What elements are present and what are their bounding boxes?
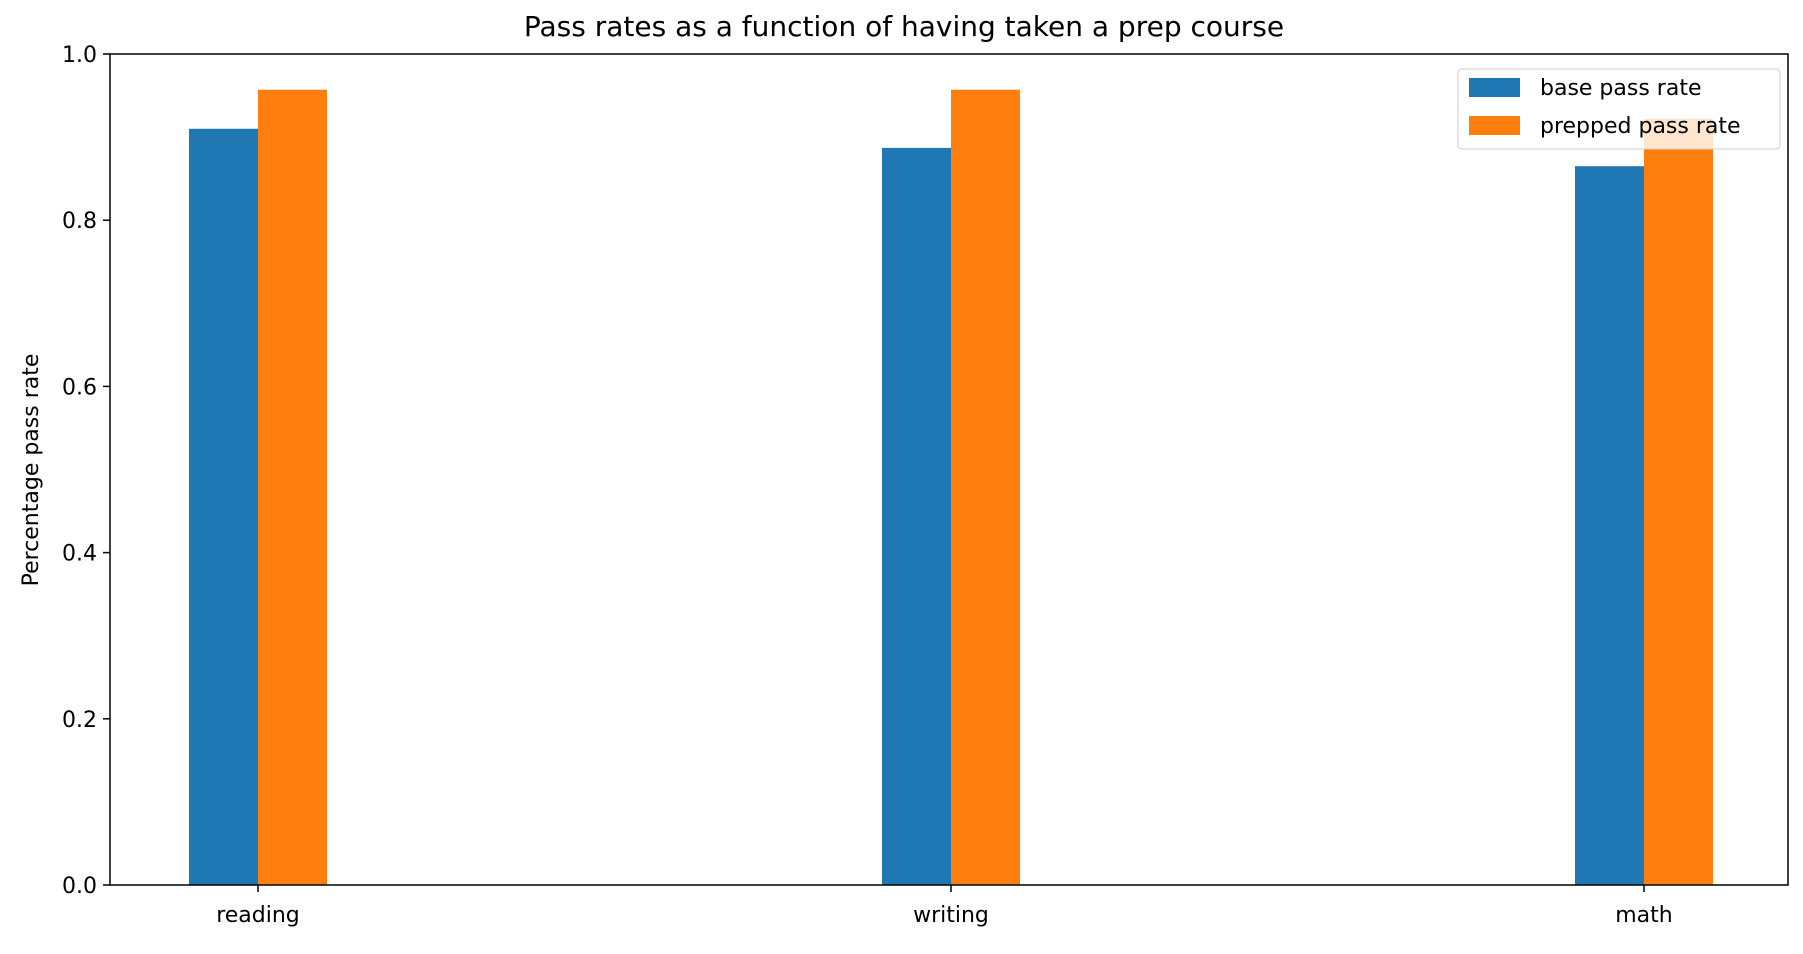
y-axis-label: Percentage pass rate — [19, 354, 44, 587]
bar-writing-base — [882, 147, 951, 885]
y-tick-label: 0.4 — [62, 542, 97, 567]
y-tick-label: 1.0 — [62, 43, 97, 68]
legend-swatch-prepped — [1469, 116, 1520, 135]
chart-title: Pass rates as a function of having taken… — [524, 10, 1284, 43]
y-tick-label: 0.0 — [62, 874, 97, 899]
y-tick-label: 0.2 — [62, 708, 97, 733]
x-tick-label-reading: reading — [216, 903, 300, 928]
legend: base pass rate prepped pass rate — [1457, 68, 1781, 150]
x-axis-ticks: reading writing math — [216, 885, 1673, 928]
x-tick-label-math: math — [1615, 903, 1672, 928]
bar-reading-prepped — [258, 89, 327, 885]
y-tick-label: 0.8 — [62, 209, 97, 234]
bar-reading-base — [189, 128, 258, 886]
y-axis-ticks: 0.0 0.2 0.4 0.6 0.8 1.0 — [62, 43, 110, 899]
legend-box — [1457, 68, 1781, 150]
bar-math-base — [1575, 166, 1644, 885]
x-tick-label-writing: writing — [913, 903, 989, 928]
bars-group — [189, 89, 1713, 886]
legend-swatch-base — [1469, 78, 1520, 97]
bar-math-prepped — [1644, 118, 1713, 886]
legend-label-base: base pass rate — [1540, 76, 1702, 101]
y-tick-label: 0.6 — [62, 375, 97, 400]
legend-label-prepped: prepped pass rate — [1540, 114, 1741, 139]
plot-frame — [109, 53, 1789, 886]
bar-writing-prepped — [951, 89, 1020, 885]
